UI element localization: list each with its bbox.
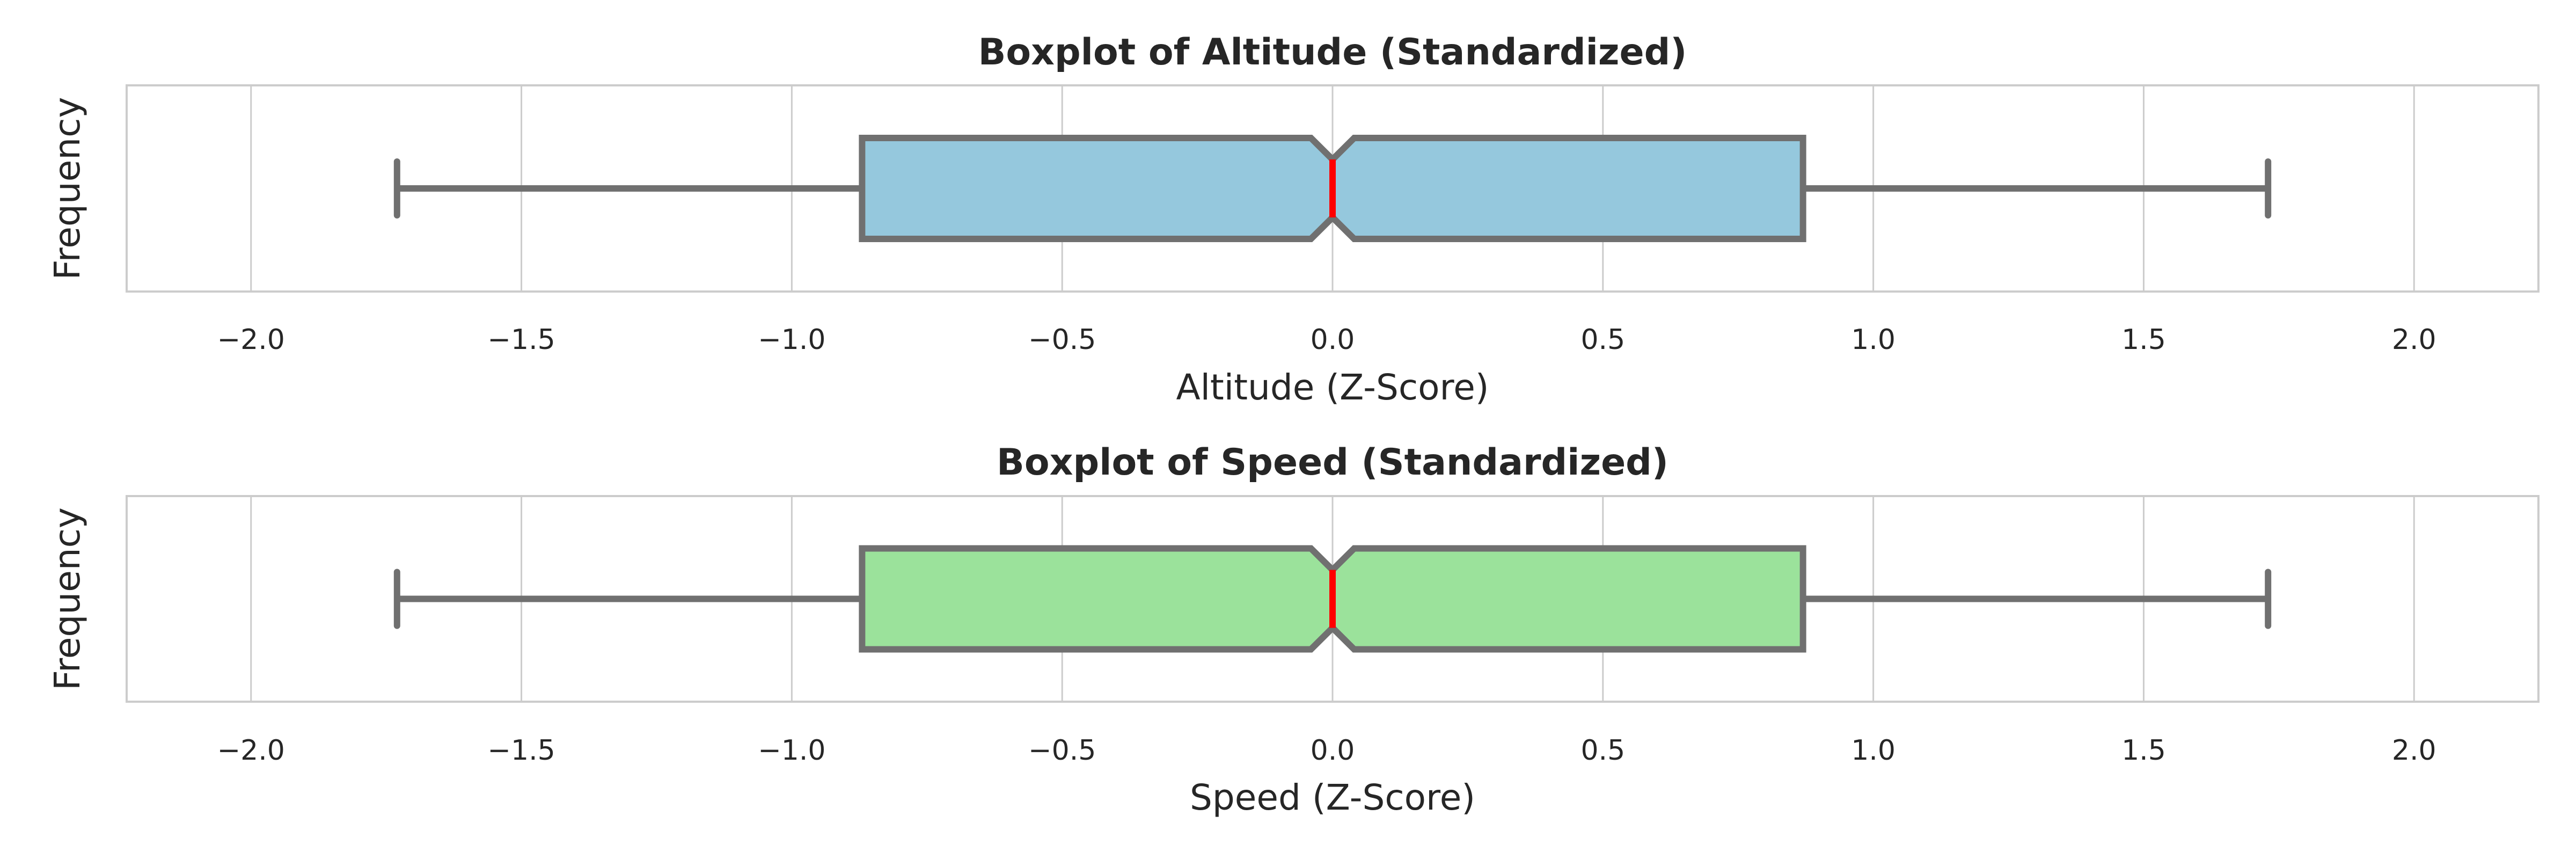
x-tick-label: −2.0 — [217, 324, 285, 356]
chart-title: Boxplot of Altitude (Standardized) — [978, 31, 1687, 74]
x-tick-label: 2.0 — [2392, 324, 2436, 356]
x-axis-label: Altitude (Z-Score) — [1176, 367, 1489, 408]
x-tick-label: 2.0 — [2392, 734, 2436, 767]
x-tick-label: 0.5 — [1580, 734, 1625, 767]
x-tick-label: −1.0 — [758, 324, 825, 356]
x-tick-label: 0.0 — [1311, 324, 1355, 356]
x-tick-label: 1.5 — [2121, 324, 2166, 356]
x-tick-label: 1.0 — [1851, 324, 1896, 356]
x-axis-label: Speed (Z-Score) — [1190, 777, 1475, 818]
plot-frame — [126, 84, 2540, 293]
plot-frame — [126, 495, 2540, 703]
x-tick-label: 0.0 — [1311, 734, 1355, 767]
x-tick-label: 1.0 — [1851, 734, 1896, 767]
x-tick-label: 0.5 — [1580, 324, 1625, 356]
x-tick-label: −0.5 — [1028, 734, 1096, 767]
x-tick-label: −2.0 — [217, 734, 285, 767]
chart-panel-2: Boxplot of Speed (Standardized) −2.0 −1.5 −… — [47, 441, 2540, 818]
chart-panel-1: Boxplot of Altitude (Standardized) −2.0 −1… — [47, 31, 2540, 408]
x-tick-label: −0.5 — [1028, 324, 1096, 356]
y-axis-label: Frequency — [47, 507, 88, 690]
chart-title: Boxplot of Speed (Standardized) — [997, 441, 1668, 484]
y-axis-label: Frequency — [47, 97, 88, 280]
x-tick-label: 1.5 — [2121, 734, 2166, 767]
x-tick-label: −1.5 — [487, 324, 555, 356]
x-tick-label: −1.0 — [758, 734, 825, 767]
x-tick-label: −1.5 — [487, 734, 555, 767]
